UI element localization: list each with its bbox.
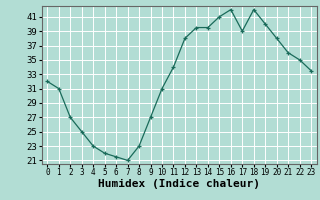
X-axis label: Humidex (Indice chaleur): Humidex (Indice chaleur) [98,179,260,189]
